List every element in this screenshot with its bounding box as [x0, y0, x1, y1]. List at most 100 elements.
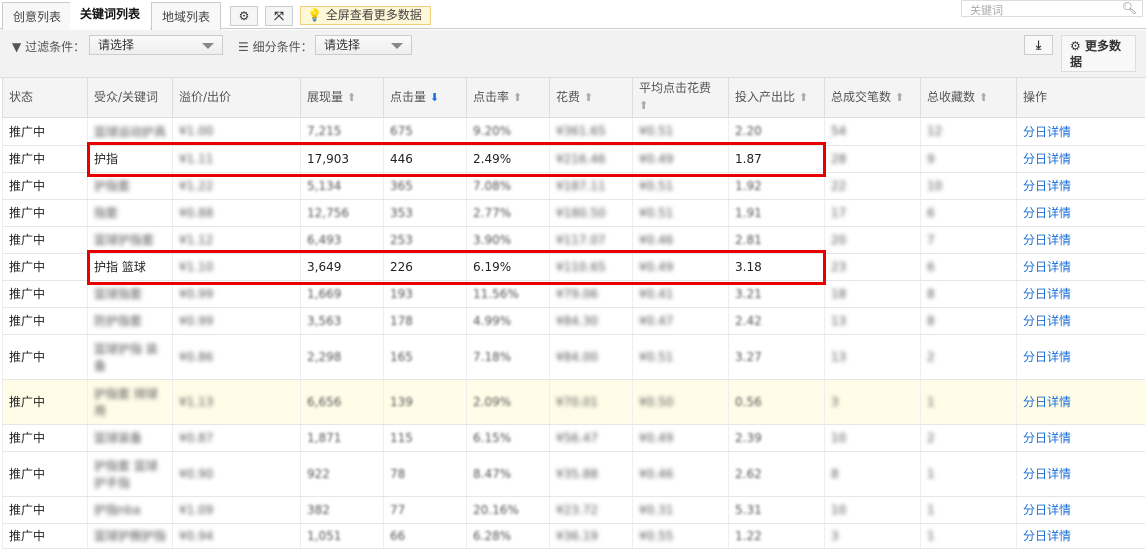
sort-up-icon[interactable]: ⬆ [894, 90, 905, 104]
cell-cost: ¥36.19 [549, 523, 633, 549]
cell-ctr: 2.09% [466, 379, 550, 425]
more-data-button[interactable]: ⚙ 更多数据 [1061, 35, 1136, 72]
cell-roi: 5.31 [728, 496, 825, 524]
cell-cost: ¥56.47 [549, 424, 633, 452]
segment-select[interactable]: 请选择 [315, 35, 412, 55]
sort-up-icon[interactable]: ⬆ [639, 99, 649, 113]
cell-status: 推广中 [2, 199, 88, 227]
cell-roi: 1.92 [728, 172, 825, 200]
column-header: 状态 [2, 78, 88, 118]
cell-clk: 115 [383, 424, 467, 452]
cell-cpc: ¥0.55 [632, 523, 729, 549]
cell-cpc: ¥0.46 [632, 226, 729, 254]
cell-fav: 2 [920, 424, 1017, 452]
cell-cpc: ¥0.51 [632, 334, 729, 380]
cell-cpc: ¥0.41 [632, 280, 729, 308]
daily-detail-link[interactable]: 分日详情 [1023, 467, 1072, 481]
table-row: 推广中 护指 篮球 ¥1.10 3,649 226 6.19% ¥110.65 ¥0.49 3.… [2, 253, 1145, 281]
sort-up-icon[interactable]: ⬆ [346, 90, 357, 104]
table-row: 推广中 护指套 篮球 护手指 ¥0.90 922 78 8.47% ¥35.88 ¥0.46 2… [2, 451, 1145, 497]
cell-roi: 2.42 [728, 307, 825, 335]
cell-cost: ¥187.11 [549, 172, 633, 200]
filter-select[interactable]: 请选择 [89, 35, 223, 55]
cell-status: 推广中 [2, 280, 88, 308]
daily-detail-link[interactable]: 分日详情 [1023, 152, 1072, 166]
daily-detail-link[interactable]: 分日详情 [1023, 179, 1072, 193]
cell-clk: 78 [383, 451, 467, 497]
column-header[interactable]: 总成交笔数 ⬆ [824, 78, 921, 118]
cell-clk: 193 [383, 280, 467, 308]
column-header[interactable]: 点击量 ⬇ [383, 78, 467, 118]
table-header: 状态 受众/关键词 溢价/出价 展现量 ⬆ 点击量 ⬇ 点击率 ⬆ 花费 ⬆ 平均点击花费 ⬆… [2, 78, 1145, 118]
cell-fav: 12 [920, 117, 1017, 146]
filter-label: ▼ 过滤条件： [12, 40, 86, 54]
fullscreen-tip[interactable]: 💡 全屏查看更多数据 [300, 6, 431, 25]
cell-cpc: ¥0.49 [632, 253, 729, 281]
daily-detail-link[interactable]: 分日详情 [1023, 529, 1072, 543]
column-header[interactable]: 总收藏数 ⬆ [920, 78, 1017, 118]
column-header[interactable]: 投入产出比 ⬆ [728, 78, 825, 118]
cell-fav: 7 [920, 226, 1017, 254]
cell-keyword: 篮球运动护具 [87, 117, 173, 146]
cell-clk: 139 [383, 379, 467, 425]
table-row: 推广中 篮球护腕护指 ¥0.94 1,051 66 6.28% ¥36.19 ¥0.55 1.2… [2, 523, 1145, 549]
cell-bid: ¥0.87 [172, 424, 301, 452]
column-header[interactable]: 点击率 ⬆ [466, 78, 550, 118]
tab-keyword-list[interactable]: 关键词列表 [70, 0, 151, 30]
daily-detail-link[interactable]: 分日详情 [1023, 395, 1072, 409]
tab-creative-list[interactable]: 创意列表 [2, 2, 73, 30]
download-button[interactable]: ⤓ [1024, 35, 1053, 55]
cell-imp: 5,134 [300, 172, 384, 200]
cell-keyword: 防护指套 [87, 307, 173, 335]
settings-button[interactable]: ⚙ [230, 6, 258, 26]
cell-fav: 8 [920, 280, 1017, 308]
cell-fav: 6 [920, 253, 1017, 281]
sort-up-icon[interactable]: ⬆ [583, 90, 594, 104]
column-header[interactable]: 花费 ⬆ [549, 78, 633, 118]
daily-detail-link[interactable]: 分日详情 [1023, 287, 1072, 301]
daily-detail-link[interactable]: 分日详情 [1023, 260, 1072, 274]
cell-imp: 6,493 [300, 226, 384, 254]
daily-detail-link[interactable]: 分日详情 [1023, 124, 1072, 139]
cell-roi: 2.62 [728, 451, 825, 497]
cell-bid: ¥0.99 [172, 307, 301, 335]
cell-fav: 1 [920, 379, 1017, 425]
lightbulb-icon: 💡 [307, 8, 322, 22]
cell-imp: 1,669 [300, 280, 384, 308]
cell-ctr: 8.47% [466, 451, 550, 497]
daily-detail-link[interactable]: 分日详情 [1023, 314, 1072, 328]
keyword-search-input[interactable]: 关键词 🔍︎ [961, 0, 1143, 17]
cell-status: 推广中 [2, 307, 88, 335]
cell-fav: 2 [920, 334, 1017, 380]
cell-trans: 20 [824, 226, 921, 254]
download-icon: ⤓ [1035, 38, 1042, 52]
daily-detail-link[interactable]: 分日详情 [1023, 431, 1072, 445]
cell-imp: 1,051 [300, 523, 384, 549]
cell-clk: 353 [383, 199, 467, 227]
chevron-down-icon [202, 43, 214, 49]
cell-keyword: 护指套 [87, 172, 173, 200]
cell-ctr: 20.16% [466, 496, 550, 524]
sort-up-icon[interactable]: ⬆ [798, 90, 809, 104]
column-header[interactable]: 展现量 ⬆ [300, 78, 384, 118]
sort-up-icon[interactable]: ⬆ [512, 90, 523, 104]
sort-up-icon[interactable]: ⬆ [978, 90, 989, 104]
cell-bid: ¥1.12 [172, 226, 301, 254]
daily-detail-link[interactable]: 分日详情 [1023, 233, 1072, 247]
cell-clk: 675 [383, 117, 467, 146]
column-label: 总成交笔数 [831, 89, 892, 104]
cell-imp: 922 [300, 451, 384, 497]
cell-keyword: 指套 [87, 199, 173, 227]
daily-detail-link[interactable]: 分日详情 [1023, 206, 1072, 220]
table-row: 推广中 护指 ¥1.11 17,903 446 2.49% ¥216.46 ¥0.49 1.87… [2, 145, 1145, 173]
cell-cpc: ¥0.49 [632, 424, 729, 452]
tab-region-list[interactable]: 地域列表 [151, 2, 222, 30]
fullscreen-button[interactable]: ⤧ [265, 6, 293, 26]
daily-detail-link[interactable]: 分日详情 [1023, 350, 1072, 364]
cell-imp: 3,563 [300, 307, 384, 335]
column-header[interactable]: 平均点击花费 ⬆ [632, 78, 729, 118]
search-icon[interactable]: 🔍︎ [1121, 1, 1137, 15]
daily-detail-link[interactable]: 分日详情 [1023, 503, 1072, 517]
column-label: 溢价/出价 [179, 89, 232, 104]
sort-down-icon[interactable]: ⬇ [429, 90, 440, 104]
